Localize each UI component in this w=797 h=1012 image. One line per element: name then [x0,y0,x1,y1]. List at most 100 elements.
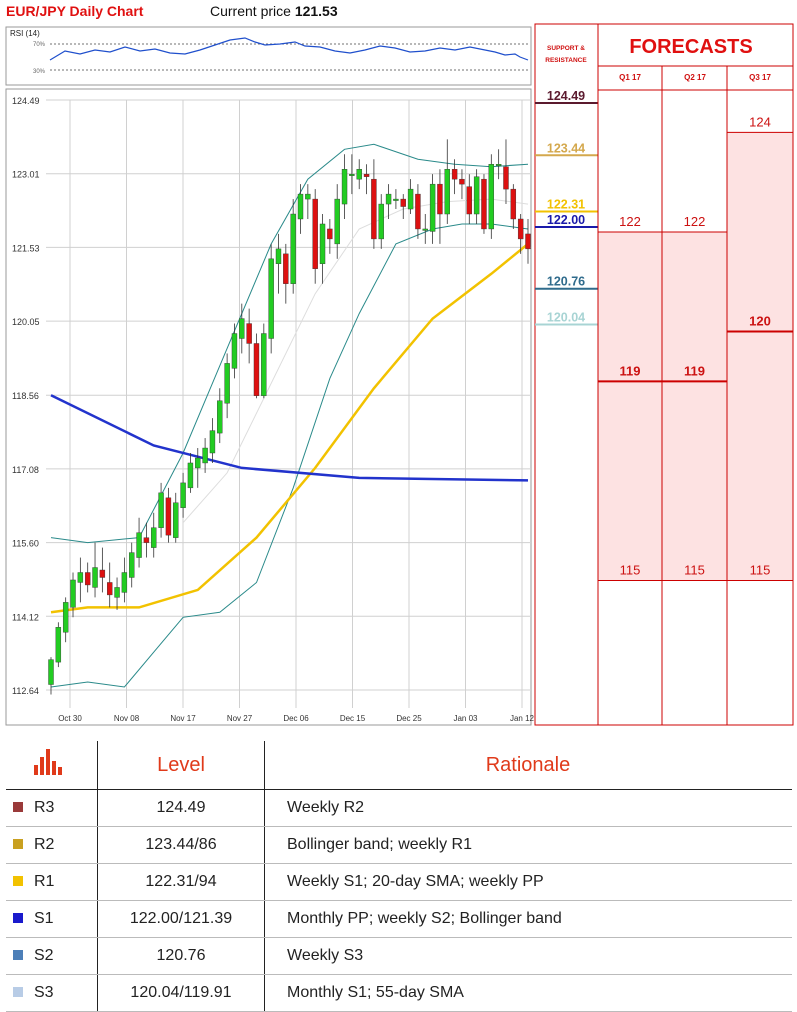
candle [444,139,450,224]
candle-body [48,659,54,685]
candle [517,214,524,254]
x-tick-label: Oct 30 [58,714,82,723]
candle-body [488,164,495,230]
candle [297,184,304,234]
candle-body [378,203,384,240]
candle-body [143,537,150,543]
x-tick-label: Dec 06 [283,714,309,723]
candle-body [517,218,524,240]
candle-body [224,363,230,404]
rsi-30-label: 30% [33,69,46,75]
candle [77,557,84,603]
candle-body [209,430,216,454]
y-tick-label: 118.56 [12,391,39,401]
candle [173,492,179,543]
sr-level-value: 124.49 [547,89,585,103]
row-swatch-cell [6,974,30,1012]
row-rationale: Weekly R2 [264,789,792,827]
candle-body [481,178,487,230]
rsi-label: RSI (14) [10,29,40,38]
candle-body [319,223,326,265]
candle-body [415,193,421,230]
candle-body [195,457,201,469]
level-color-swatch [13,913,23,923]
candle [466,174,472,224]
candle [158,482,164,538]
sma55-line [50,242,529,614]
forecast-value: 122 [619,214,641,229]
candle-body [253,343,260,396]
candle-body [349,173,355,176]
row-level-value: 120.76 [97,937,265,975]
candle-body [371,178,377,240]
candle-body [437,183,443,215]
candle [239,303,245,354]
candle [151,512,157,558]
main-plot-frame [5,88,532,726]
candle [393,189,399,210]
candle [136,517,142,568]
candle [275,233,282,294]
candle-body [429,183,436,232]
row-level-value: 122.31/94 [97,863,265,901]
candle-body [187,462,194,489]
forecasts-panel: FORECASTS Q1 17 Q2 17 Q3 17 122119115122… [597,23,794,726]
candle-body [261,333,267,396]
candle [407,179,414,215]
candle [187,453,194,493]
y-tick-label: 123.01 [12,170,40,180]
candle [459,169,465,200]
level-color-swatch [13,876,23,886]
table-row: R3 124.49 Weekly R2 [6,789,792,827]
forecast-range-fill [662,231,727,581]
forecast-range-fill [727,132,793,581]
chart-title: EUR/JPY Daily Chart [6,3,144,19]
candle-body [114,587,120,598]
candle [107,562,113,608]
forecast-col-q3: Q3 17 [749,73,771,82]
candle [143,522,150,558]
forecast-value: 115 [684,562,705,577]
level-color-swatch [13,950,23,960]
candle [371,159,377,249]
candle-body [400,198,406,207]
candle [180,472,186,518]
candle-body [202,447,208,464]
candle-body [158,492,164,528]
candle [84,562,91,593]
candle [202,438,208,473]
level-color-swatch [13,839,23,849]
table-row: S1 122.00/121.39 Monthly PP; weekly S2; Bo… [6,900,792,938]
candle [129,542,135,588]
table-row: R1 122.31/94 Weekly S1; 20-day SMA; weekly… [6,863,792,901]
candle [451,159,458,195]
y-tick-label: 112.64 [12,686,39,696]
sr-frame [534,23,599,726]
candle [195,448,201,488]
forecast-value: 120 [749,314,771,329]
candle-body [341,169,348,205]
candle [290,199,296,294]
row-rationale: Bollinger band; weekly R1 [264,826,792,864]
candle-body [62,602,69,633]
candle [363,164,370,195]
row-swatch-cell [6,826,30,864]
y-tick-label: 115.60 [12,539,39,549]
sr-level-value: 122.31 [547,198,585,212]
forecast-value: 119 [620,363,641,378]
candle [481,174,487,234]
x-tick-label: Jan 12 [510,714,535,723]
candles [48,139,531,695]
candle-body [393,198,399,201]
candle-body [444,169,450,215]
candle [165,487,172,543]
row-rationale: Weekly S1; 20-day SMA; weekly PP [264,863,792,901]
candle [473,169,480,224]
candle [385,184,392,219]
candle-body [92,567,98,588]
header-rationale: Rationale [264,741,792,790]
candle [114,577,120,610]
candle [422,214,428,244]
x-tick-label: Dec 25 [396,714,422,723]
candle [261,323,267,399]
